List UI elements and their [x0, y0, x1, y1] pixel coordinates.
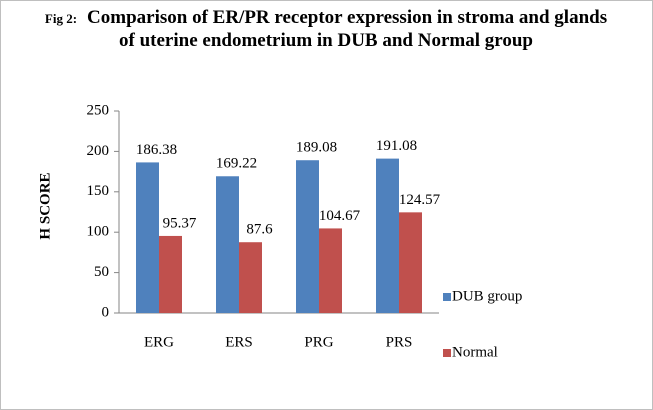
y-tick-label: 250 — [87, 102, 110, 118]
y-axis-label: H SCORE — [37, 172, 53, 239]
x-tick-label: PRG — [304, 334, 333, 350]
data-label: 169.22 — [216, 156, 257, 172]
data-label: 95.37 — [163, 215, 197, 231]
data-label: 189.08 — [296, 140, 337, 156]
y-tick-label: 100 — [87, 224, 110, 240]
data-label: 124.57 — [399, 192, 441, 208]
data-label: 186.38 — [136, 142, 177, 158]
data-label: 191.08 — [376, 138, 417, 154]
chart-title-block: Fig 2: Comparison of ER/PR receptor expre… — [41, 7, 611, 52]
bar — [136, 162, 159, 313]
x-tick-label: PRS — [386, 334, 413, 350]
bar — [159, 235, 182, 313]
data-label: 104.67 — [319, 208, 361, 224]
legend-swatch — [443, 349, 451, 357]
y-tick-label: 50 — [94, 264, 109, 280]
bar — [319, 228, 342, 313]
y-tick-label: 150 — [87, 183, 110, 199]
y-tick-label: 0 — [102, 304, 110, 320]
chart-title: Comparison of ER/PR receptor expression … — [87, 7, 608, 51]
bar — [399, 212, 422, 313]
legend-label: Normal — [452, 344, 498, 360]
legend-label: DUB group — [452, 288, 522, 304]
figure-label: Fig 2: — [44, 11, 78, 26]
bar — [216, 176, 239, 313]
bar — [296, 160, 319, 313]
x-tick-label: ERG — [144, 334, 174, 350]
bar — [239, 242, 262, 313]
bar — [376, 158, 399, 313]
y-tick-label: 200 — [87, 143, 110, 159]
data-label: 87.6 — [246, 222, 273, 238]
legend-swatch — [443, 293, 451, 301]
x-tick-label: ERS — [225, 334, 253, 350]
